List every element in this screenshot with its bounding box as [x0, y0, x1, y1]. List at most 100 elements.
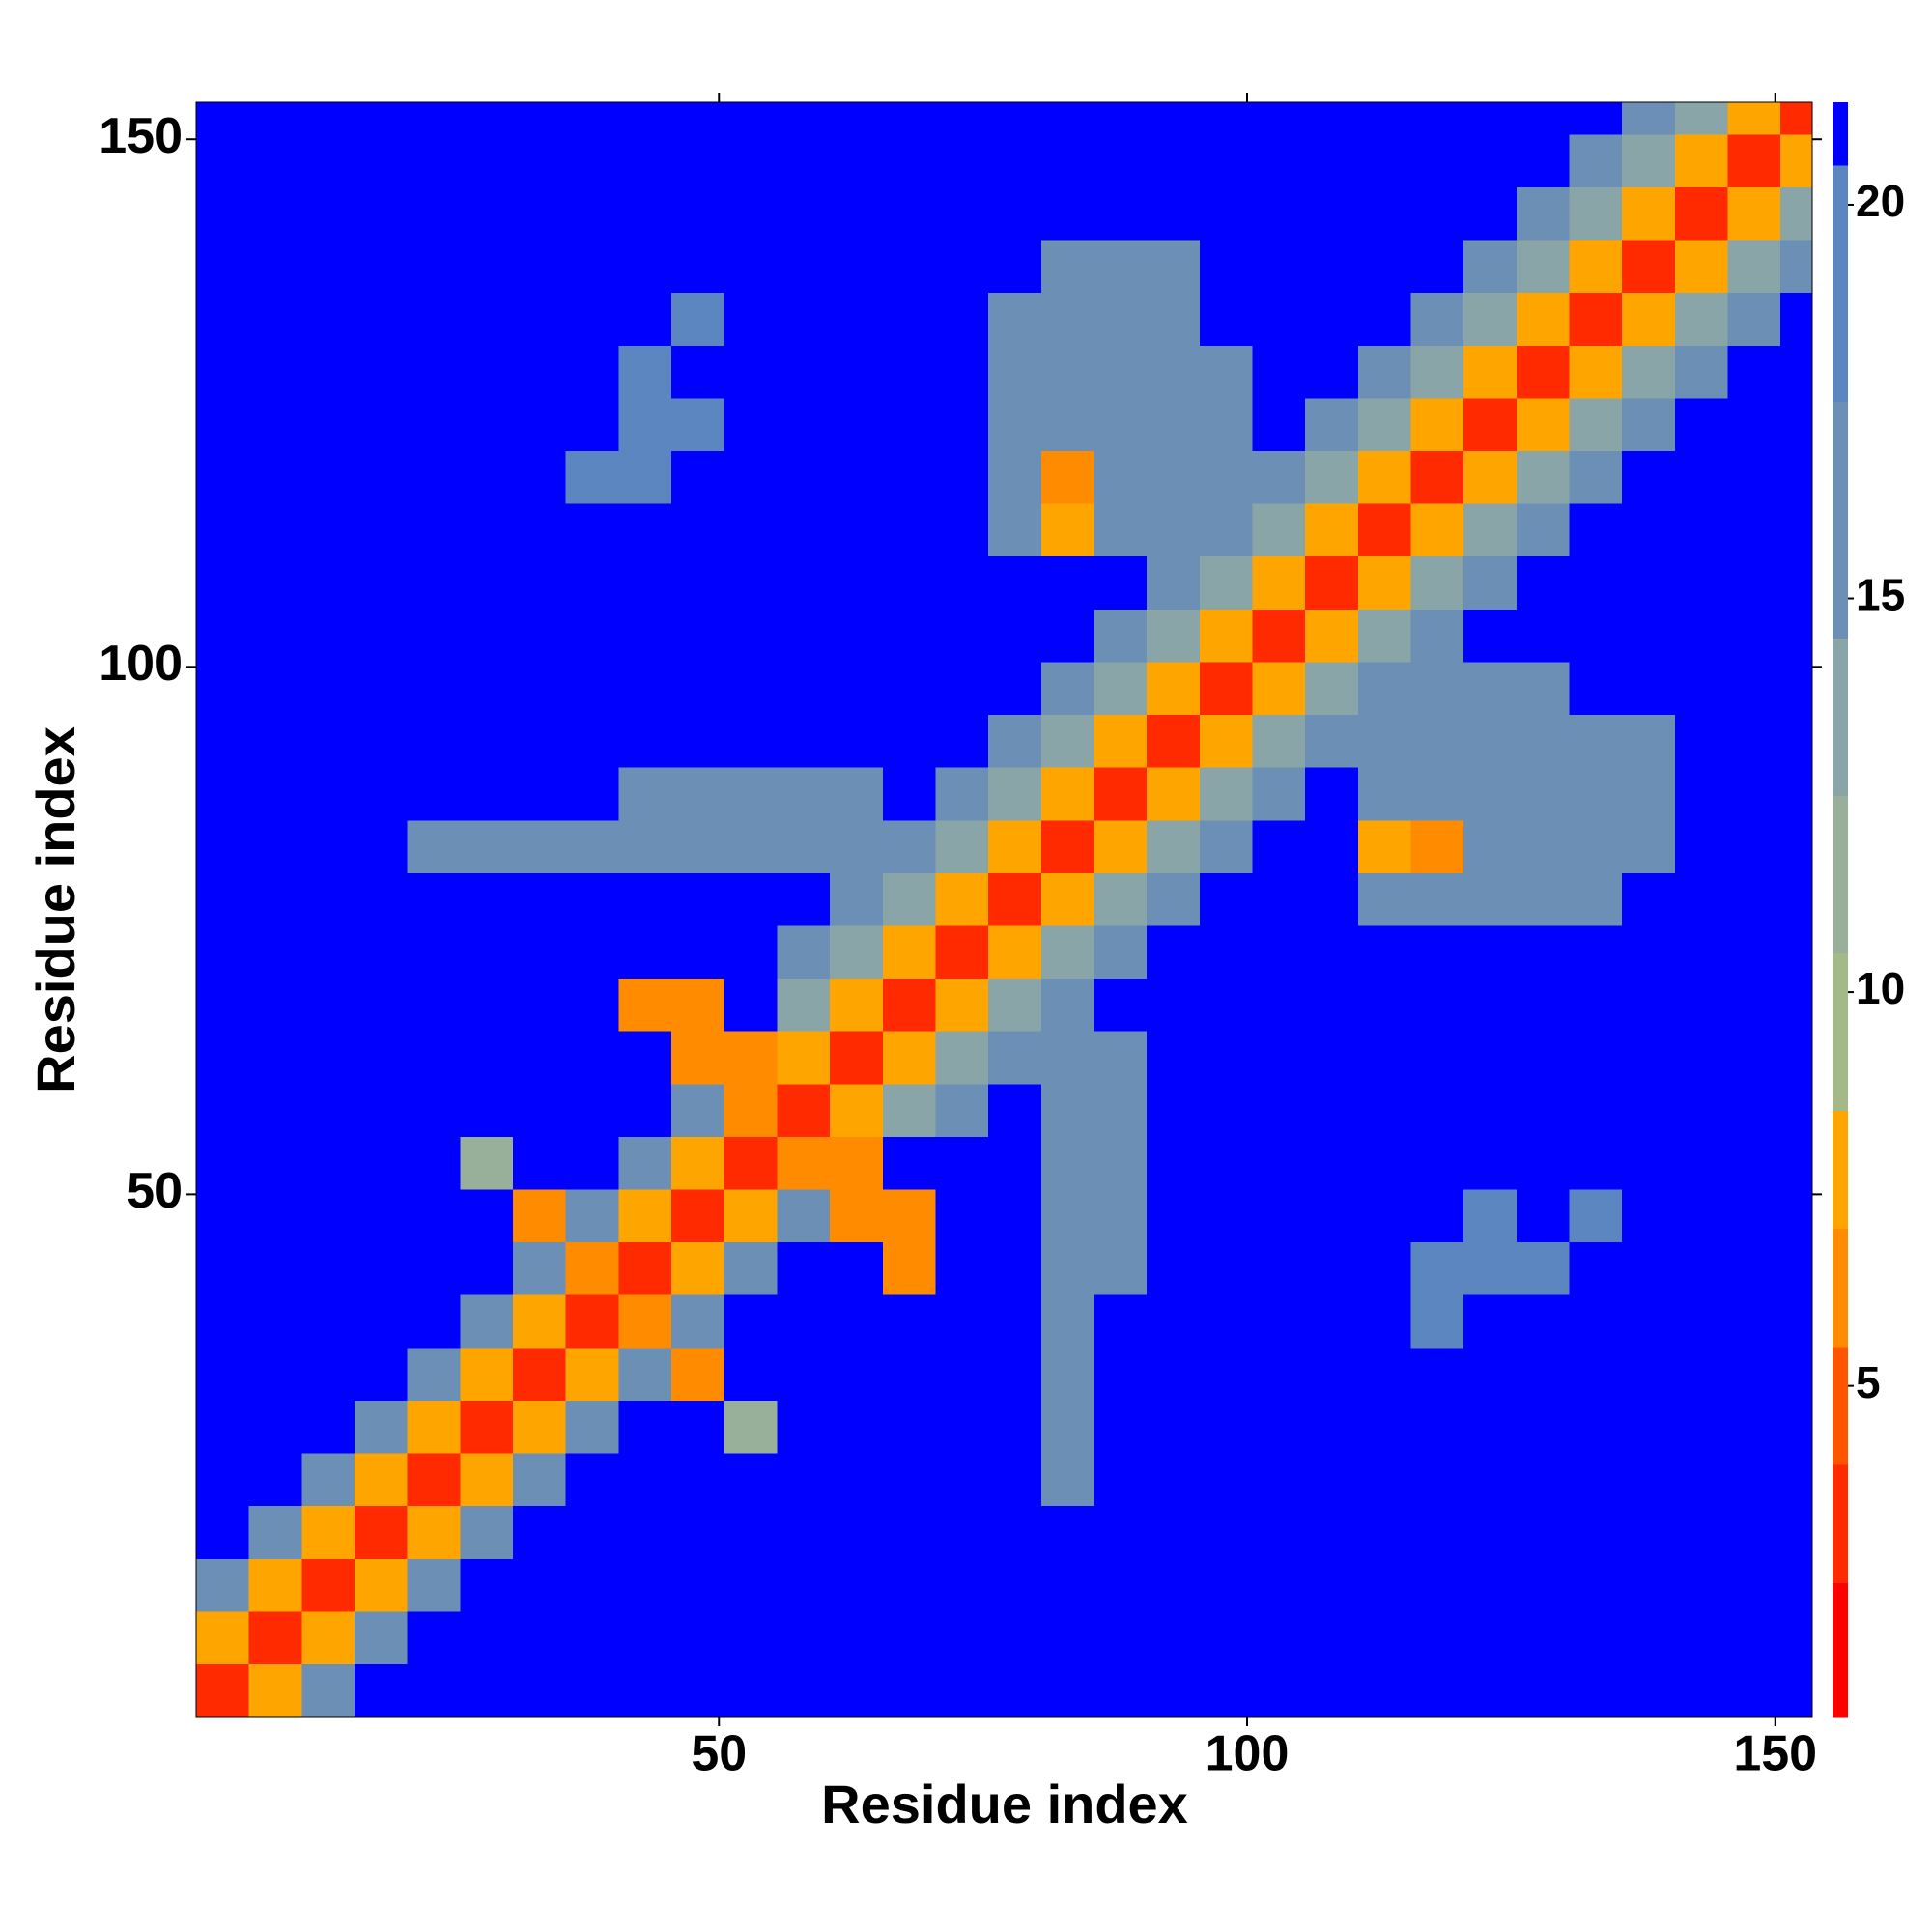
heatmap-cell: [1357, 345, 1412, 399]
heatmap-cell: [1569, 767, 1623, 821]
heatmap-cell: [1410, 872, 1464, 926]
heatmap-cell: [1040, 872, 1095, 926]
heatmap-cell: [1199, 1083, 1254, 1137]
heatmap-cell: [1199, 1452, 1254, 1507]
heatmap-cell: [988, 1505, 1042, 1559]
heatmap-cell: [1516, 924, 1571, 980]
heatmap-cell: [1040, 1188, 1095, 1243]
heatmap-cell: [407, 924, 461, 980]
heatmap-cell: [1780, 872, 1813, 926]
heatmap-cell: [1410, 1400, 1464, 1454]
colorbar-segment: [1833, 952, 1848, 1111]
heatmap-cell: [1674, 1558, 1729, 1612]
heatmap-cell: [248, 1400, 302, 1454]
heatmap-cell: [1780, 292, 1813, 346]
heatmap-cell: [196, 767, 250, 821]
heatmap-cell: [777, 1083, 831, 1137]
heatmap-cell: [1569, 1136, 1623, 1190]
heatmap-cell: [1252, 924, 1306, 980]
x-tick-label: 150: [1733, 1726, 1817, 1782]
heatmap-cell: [935, 872, 989, 926]
heatmap-cell: [1357, 767, 1412, 821]
heatmap-cell: [1094, 1031, 1148, 1085]
heatmap-cell: [301, 133, 355, 187]
heatmap-cell: [724, 239, 779, 294]
heatmap-cell: [196, 1558, 250, 1612]
heatmap-cell: [1305, 1610, 1359, 1664]
heatmap-cell: [1305, 978, 1359, 1032]
heatmap-cell: [1147, 767, 1201, 821]
heatmap-cell: [724, 1136, 779, 1190]
heatmap-cell: [1516, 1031, 1571, 1085]
heatmap-cell: [724, 609, 779, 663]
heatmap-cell: [1094, 1610, 1148, 1664]
heatmap-cell: [407, 767, 461, 821]
heatmap-cell: [1780, 503, 1813, 557]
heatmap-cell: [1094, 1347, 1148, 1401]
heatmap-cell: [1410, 1031, 1464, 1085]
heatmap-cell: [407, 555, 461, 610]
heatmap-cell: [565, 1241, 619, 1295]
heatmap-cell: [460, 767, 514, 821]
heatmap-cell: [1147, 1610, 1201, 1664]
heatmap-cell: [407, 1400, 461, 1454]
heatmap-cell: [1410, 555, 1464, 610]
heatmap-cell: [1780, 924, 1813, 980]
heatmap-cell: [1780, 239, 1813, 294]
heatmap-cell: [1252, 1505, 1306, 1559]
heatmap-cell: [1252, 186, 1306, 241]
heatmap-cell: [882, 1452, 937, 1507]
colorbar-tick-label: 15: [1856, 570, 1905, 620]
heatmap-cell: [618, 661, 672, 716]
heatmap-cell: [1569, 1347, 1623, 1401]
heatmap-cell: [724, 397, 779, 452]
heatmap-cell: [460, 102, 514, 135]
heatmap-cell: [935, 503, 989, 557]
colorbar-segment: [1833, 102, 1848, 166]
heatmap-cell: [724, 1083, 779, 1137]
heatmap-cell: [935, 1452, 989, 1507]
heatmap-cell: [724, 186, 779, 241]
heatmap-cell: [513, 345, 567, 399]
heatmap-cell: [1252, 1558, 1306, 1612]
colorbar-segment: [1833, 1228, 1848, 1348]
y-tick-label: 150: [99, 108, 183, 164]
heatmap-cell: [724, 450, 779, 504]
heatmap-cell: [301, 1400, 355, 1454]
heatmap-cell: [882, 819, 937, 873]
heatmap-cell: [301, 345, 355, 399]
heatmap-cell: [1780, 1031, 1813, 1085]
heatmap-cell: [1252, 239, 1306, 294]
heatmap-cell: [882, 609, 937, 663]
heatmap-cell: [1727, 1610, 1781, 1664]
heatmap-cell: [513, 924, 567, 980]
heatmap-cell: [777, 450, 831, 504]
heatmap-cell: [935, 292, 989, 346]
heatmap-cell: [1305, 503, 1359, 557]
heatmap-cell: [935, 102, 989, 135]
heatmap-cell: [355, 239, 409, 294]
heatmap-cell: [1516, 1663, 1571, 1718]
heatmap-cell: [882, 397, 937, 452]
heatmap-cell: [460, 978, 514, 1032]
heatmap-cell: [1040, 1083, 1095, 1137]
heatmap-cell: [1463, 767, 1518, 821]
heatmap-cell: [777, 555, 831, 610]
heatmap-cell: [777, 345, 831, 399]
heatmap-cell: [1516, 1505, 1571, 1559]
heatmap-cell: [1622, 1188, 1676, 1243]
heatmap-cell: [248, 924, 302, 980]
heatmap-cell: [1094, 1188, 1148, 1243]
heatmap-cell: [1040, 714, 1095, 768]
heatmap-cell: [1674, 1031, 1729, 1085]
heatmap-cell: [460, 1558, 514, 1612]
heatmap-cell: [196, 503, 250, 557]
heatmap-cell: [724, 292, 779, 346]
heatmap-cell: [830, 1294, 884, 1349]
heatmap-cell: [1305, 609, 1359, 663]
heatmap-cell: [830, 1083, 884, 1137]
heatmap-cell: [1463, 292, 1518, 346]
heatmap-cell: [1357, 924, 1412, 980]
heatmap-cell: [1147, 1400, 1201, 1454]
heatmap-cell: [777, 1136, 831, 1190]
